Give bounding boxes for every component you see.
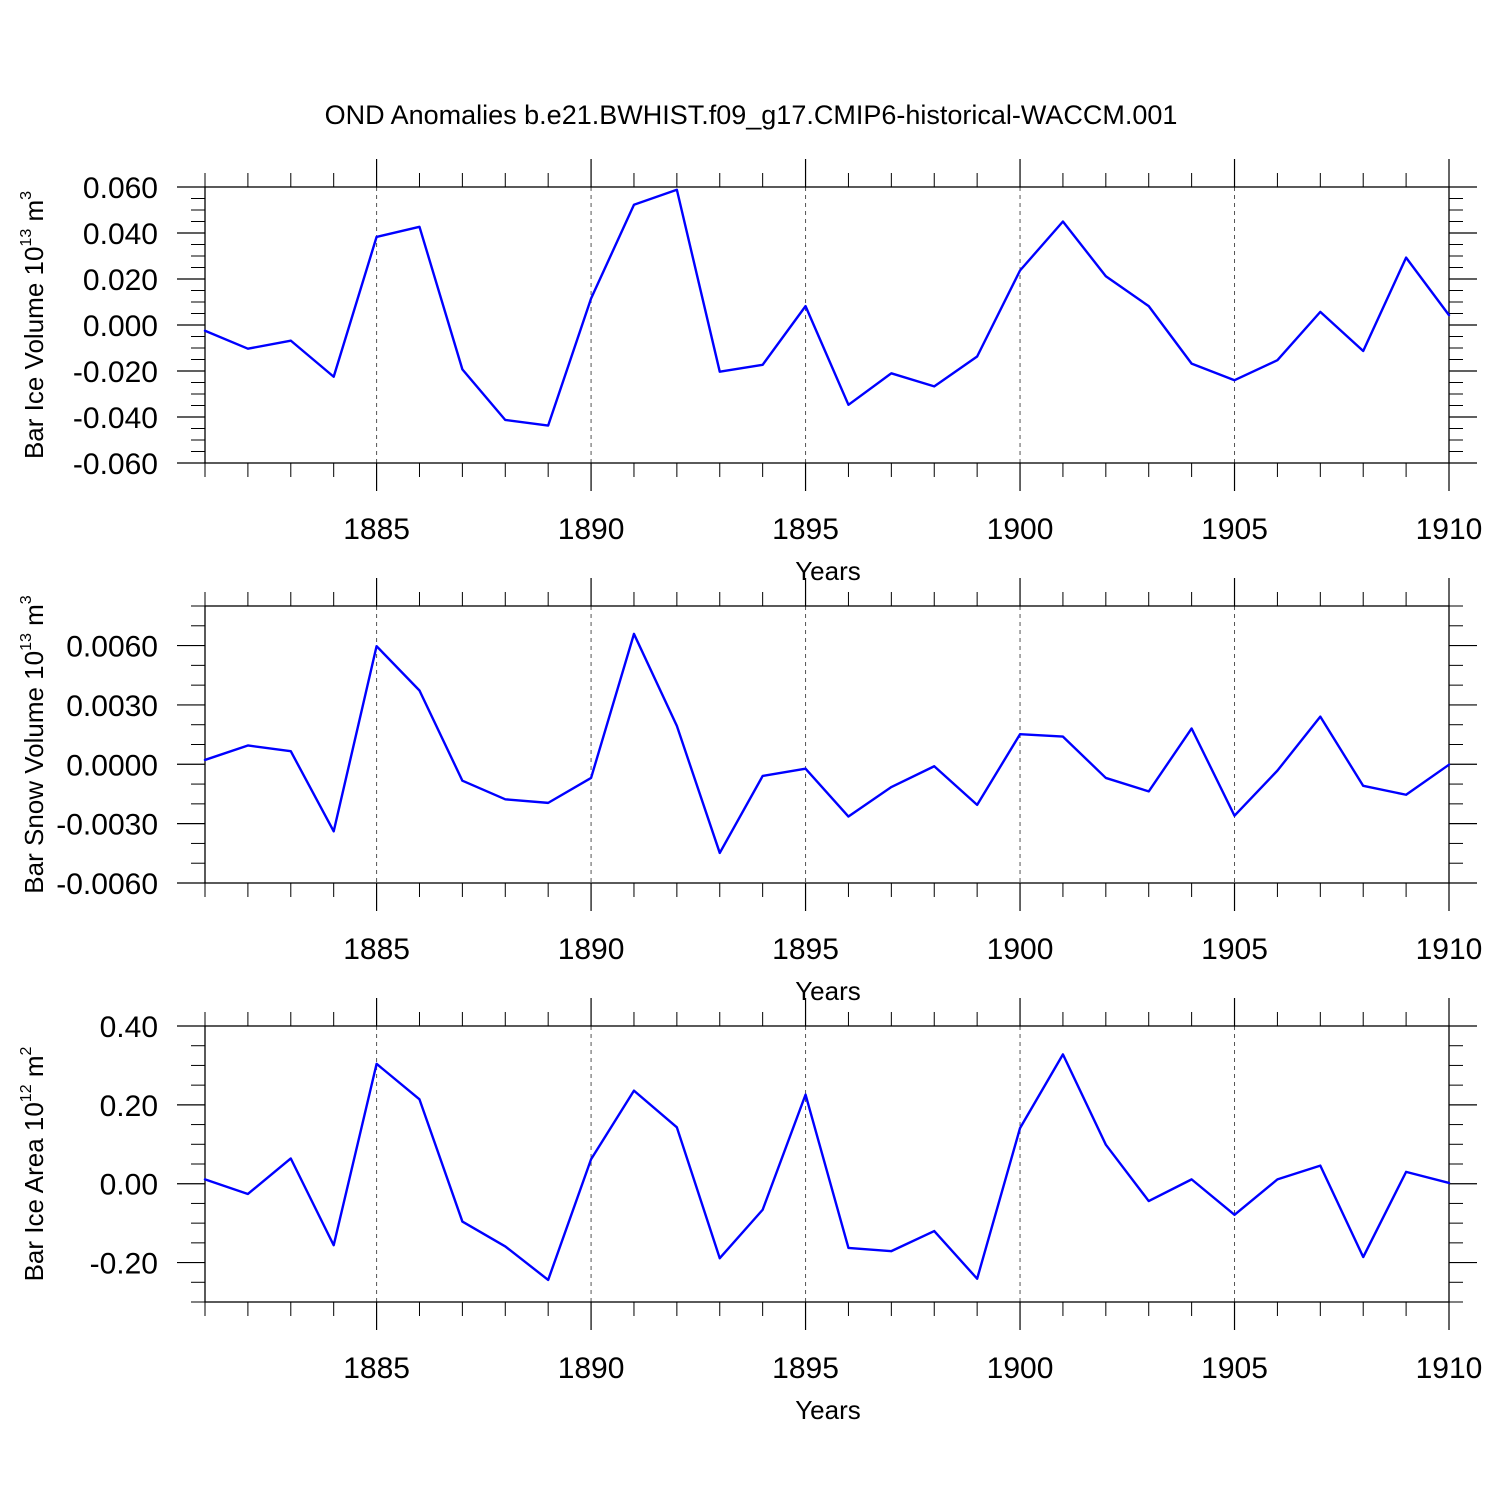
x-tick-label-1910: 1910 [1416, 513, 1483, 546]
x-tick-label-1895: 1895 [772, 1352, 839, 1385]
y-tick-label: -0.20 [90, 1248, 158, 1281]
x-axis-label: Years [795, 1395, 861, 1425]
x-tick-label-1885: 1885 [343, 933, 410, 966]
y-tick-label: 0.020 [83, 264, 158, 297]
y-axis-label-text: m [19, 200, 49, 229]
y-tick-label: 0.060 [83, 172, 158, 205]
chart-panel-1: 0.060 0.040 0.020 0.000 -0.020 -0.040 -0.060 18… [18, 159, 1482, 586]
y-axis-label-superscript: 2 [18, 1046, 35, 1055]
x-tick-label-1905: 1905 [1201, 513, 1268, 546]
y-axis-label-text: Bar Ice Volume 10 [19, 247, 49, 459]
x-tick-label-1890: 1890 [558, 1352, 625, 1385]
x-tick-label-1885: 1885 [343, 1352, 410, 1385]
x-tick-label-1905: 1905 [1201, 933, 1268, 966]
y-tick-label: 0.0000 [66, 749, 158, 782]
plot-frame [204, 1025, 1450, 1303]
series-line-1 [203, 188, 1451, 427]
y-axis-label-superscript: 13 [18, 229, 35, 247]
y-tick-label: 0.00 [100, 1169, 158, 1202]
y-axis-label: Bar Snow Volume 1013 m3 [18, 595, 49, 894]
y-axis-label-superscript: 3 [18, 595, 35, 604]
y-axis-label-text: m [19, 604, 49, 633]
x-tick-label-1890: 1890 [558, 513, 625, 546]
x-tick-label-1900: 1900 [987, 513, 1054, 546]
series-line-1 [203, 632, 1451, 855]
y-tick-label: 0.40 [100, 1011, 158, 1044]
x-tick-label-1890: 1890 [558, 933, 625, 966]
series-line-1 [203, 1053, 1451, 1282]
y-axis-label: Bar Ice Area 1012 m2 [18, 1046, 49, 1281]
y-axis-label: Bar Ice Volume 1013 m3 [18, 191, 49, 459]
y-axis-label-superscript: 12 [18, 1084, 35, 1102]
y-tick-label: 0.000 [83, 310, 158, 343]
x-tick-label-1895: 1895 [772, 933, 839, 966]
x-tick-label-1885: 1885 [343, 513, 410, 546]
figure-title: OND Anomalies b.e21.BWHIST.f09_g17.CMIP6… [325, 100, 1178, 130]
y-axis-label-text: m [19, 1055, 49, 1084]
x-tick-label-1900: 1900 [987, 933, 1054, 966]
plot-frame [204, 186, 1450, 464]
y-tick-label: 0.20 [100, 1090, 158, 1123]
chart-panel-3: 0.40 0.20 0.00 -0.20 1885 1890 1895 1900 1905 191… [18, 998, 1482, 1425]
x-tick-label-1905: 1905 [1201, 1352, 1268, 1385]
x-tick-label-1910: 1910 [1416, 933, 1483, 966]
y-axis-label-superscript: 3 [18, 191, 35, 200]
y-axis-label-text: Bar Ice Area 10 [19, 1102, 49, 1281]
chart-panel-2: 0.0060 0.0030 0.0000 -0.0030 -0.0060 1885 1890… [18, 578, 1482, 1006]
y-axis-label-text: Bar Snow Volume 10 [19, 651, 49, 894]
y-tick-label: 0.040 [83, 218, 158, 251]
y-tick-label: -0.040 [73, 402, 158, 435]
y-tick-label: 0.0030 [66, 690, 158, 723]
x-tick-label-1910: 1910 [1416, 1352, 1483, 1385]
y-tick-label: 0.0060 [66, 631, 158, 664]
y-tick-label: -0.060 [73, 448, 158, 481]
x-tick-label-1900: 1900 [987, 1352, 1054, 1385]
y-axis-label-superscript: 13 [18, 633, 35, 651]
x-tick-label-1895: 1895 [772, 513, 839, 546]
y-tick-label: -0.020 [73, 356, 158, 389]
y-tick-label: -0.0030 [56, 809, 158, 842]
plot-frame [204, 605, 1450, 884]
y-tick-label: -0.0060 [56, 868, 158, 901]
